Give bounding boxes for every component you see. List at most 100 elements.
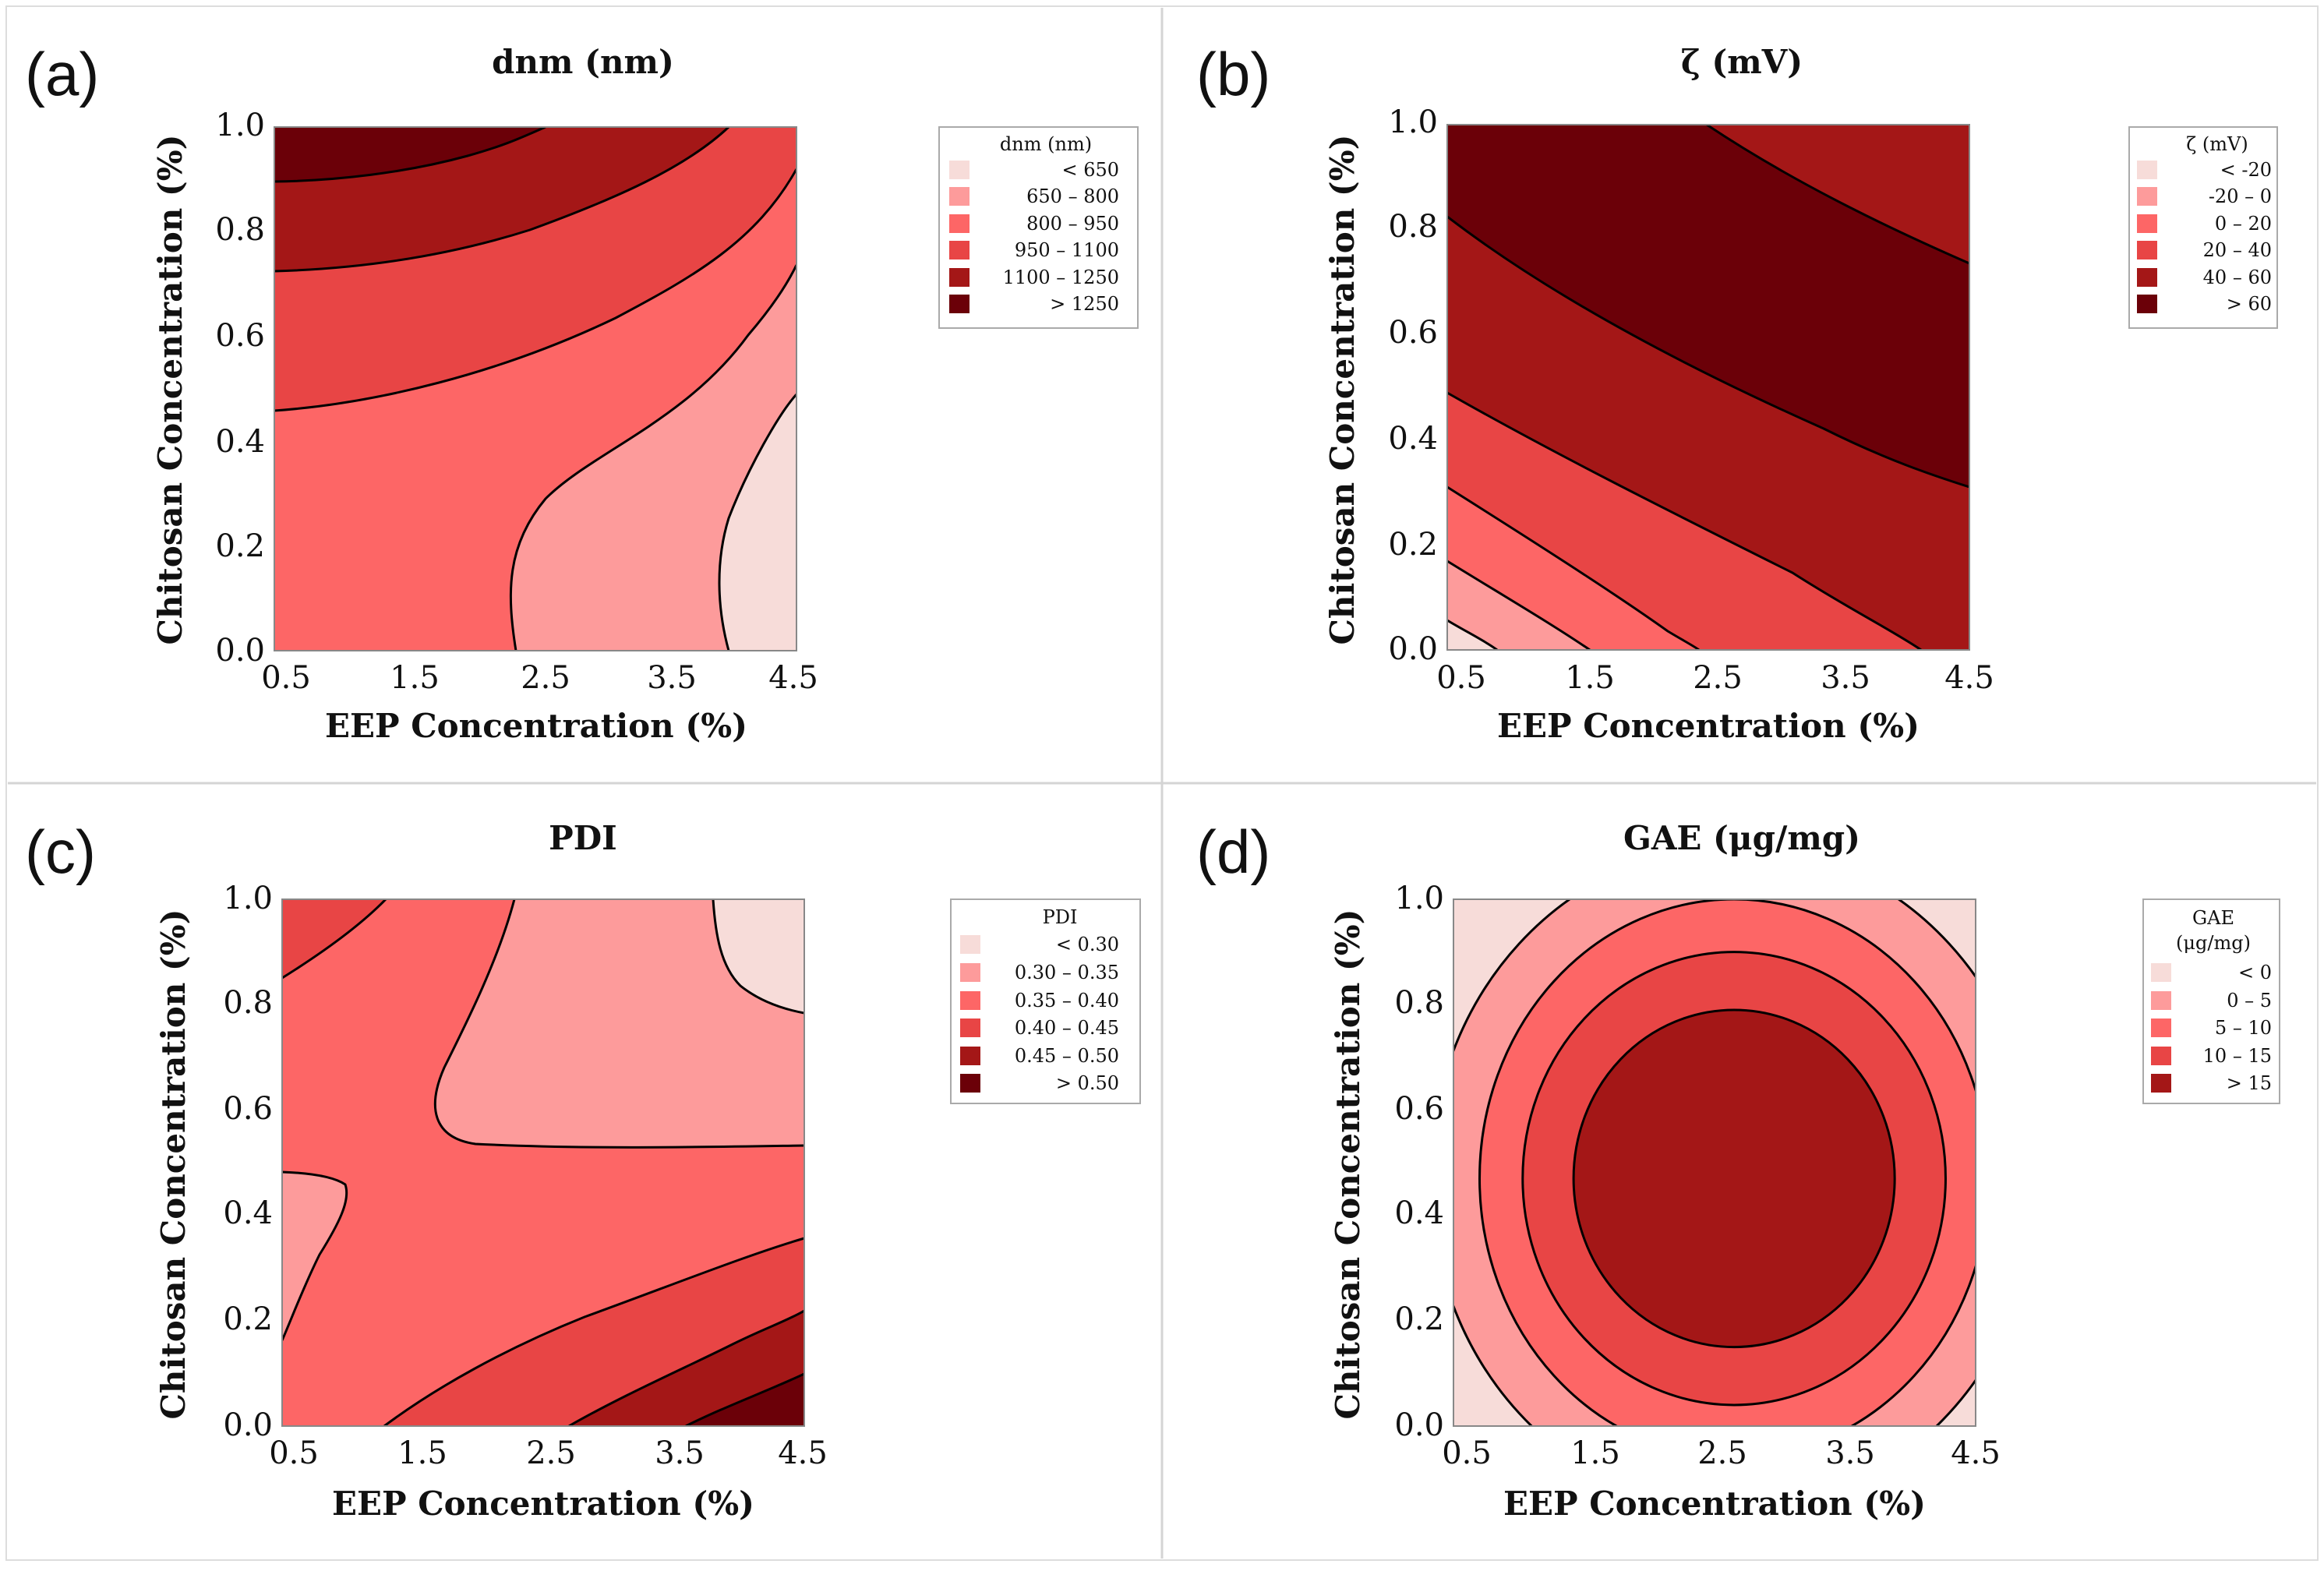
y-tick-label: 1.0 xyxy=(215,108,265,143)
panel-d: (d) GAE (μg/mg) 0.5 1.5 2.5 3.5 4.5 0.0 … xyxy=(1196,817,2280,1523)
plot-title-c: PDI xyxy=(549,819,617,857)
legend-swatch xyxy=(2151,1047,2171,1065)
legend-swatch xyxy=(960,935,980,954)
contour-line-650 xyxy=(718,393,796,651)
legend-a: dnm (nm) < 650 650 – 800 800 – 950 950 –… xyxy=(938,126,1139,329)
contour-area-d xyxy=(1453,899,1976,1426)
x-axis-title-a: EEP Concentration (%) xyxy=(325,707,747,745)
plot-frame-a xyxy=(274,126,797,651)
y-tick-label: 0.0 xyxy=(1388,631,1438,667)
plot-title-b: ζ (mV) xyxy=(1681,43,1803,81)
y-tick-label: 0.6 xyxy=(1394,1091,1444,1127)
contour-line-60 xyxy=(1447,215,1969,489)
y-tick-label: 0.4 xyxy=(1388,421,1438,457)
legend-swatch xyxy=(2137,161,2157,179)
x-tick-label: 3.5 xyxy=(647,660,697,696)
legend-item-label: 20 – 40 xyxy=(2203,239,2272,261)
plot-frame-d xyxy=(1453,898,1976,1427)
x-tick-label: 4.5 xyxy=(1951,1435,2001,1471)
legend-item-label: 0.35 – 0.40 xyxy=(1015,990,1119,1011)
legend-item-label: 0.40 – 0.45 xyxy=(1015,1017,1119,1039)
legend-item-label: > 60 xyxy=(2227,293,2272,315)
legend-item-label: < 0 xyxy=(2238,962,2272,983)
legend-swatch xyxy=(960,991,980,1010)
contour-line-40 xyxy=(1447,391,1922,650)
legend-item-label: 950 – 1100 xyxy=(1015,239,1119,261)
x-ticks-b: 0.5 1.5 2.5 3.5 4.5 xyxy=(1436,660,1994,696)
x-tick-label: 2.5 xyxy=(521,660,570,696)
plot-title-d: GAE (μg/mg) xyxy=(1623,819,1860,857)
contour-area-c xyxy=(282,899,804,1426)
y-axis-title-d: Chitosan Concentration (%) xyxy=(1329,909,1367,1419)
legend-swatch xyxy=(2137,187,2157,206)
y-tick-label: 0.8 xyxy=(1394,985,1444,1021)
y-tick-label: 0.6 xyxy=(223,1091,273,1127)
y-axis-title-a: Chitosan Concentration (%) xyxy=(151,134,189,644)
contour-line-60-upper xyxy=(1706,125,1969,265)
y-tick-label: 1.0 xyxy=(1394,881,1444,916)
legend-title-c: PDI xyxy=(1043,906,1078,928)
contour-ellipse-15 xyxy=(1572,1008,1896,1349)
panel-label-b: (b) xyxy=(1196,40,1270,108)
y-tick-label: 0.2 xyxy=(1388,527,1438,563)
legend-box-c xyxy=(950,898,1141,1104)
y-tick-label: 0.0 xyxy=(215,633,265,669)
legend-swatch xyxy=(960,963,980,982)
y-tick-label: 0.8 xyxy=(223,985,273,1021)
panel-b: (b) ζ (mV) 0.5 1.5 2.5 3.5 4.5 0.0 0.2 xyxy=(1196,40,2278,745)
legend-swatch xyxy=(2151,991,2171,1010)
x-axis-title-b: EEP Concentration (%) xyxy=(1497,707,1920,745)
legend-swatch xyxy=(960,1047,980,1065)
legend-swatch xyxy=(2137,295,2157,313)
legend-title-d-line1: GAE xyxy=(2192,907,2234,929)
legend-swatch xyxy=(2151,1074,2171,1093)
legend-swatch xyxy=(2151,963,2171,982)
fill-band-gt-1250 xyxy=(274,127,546,182)
x-tick-label: 1.5 xyxy=(397,1435,447,1471)
x-ticks-a: 0.5 1.5 2.5 3.5 4.5 xyxy=(261,660,818,696)
y-tick-label: 0.2 xyxy=(215,528,265,564)
plot-frame-c xyxy=(281,898,805,1427)
y-tick-label: 1.0 xyxy=(1388,104,1438,140)
contour-line-040 xyxy=(383,1237,804,1426)
y-ticks-a: 0.0 0.2 0.4 0.6 0.8 1.0 xyxy=(215,108,265,669)
contour-line-20 xyxy=(1447,485,1700,650)
legend-swatch xyxy=(949,268,970,287)
contour-line-1250 xyxy=(274,127,546,183)
contour-area-a xyxy=(274,127,796,651)
legend-d: GAE (μg/mg) < 0 0 – 5 5 – 10 10 – 15 > 1… xyxy=(2142,898,2280,1104)
x-tick-label: 2.5 xyxy=(1697,1435,1747,1471)
legend-title-d-line2: (μg/mg) xyxy=(2176,932,2251,954)
legend-item-label: 0.45 – 0.50 xyxy=(1015,1045,1119,1067)
legend-item-label: 40 – 60 xyxy=(2203,267,2272,288)
plot-frame-b xyxy=(1446,124,1970,651)
legend-item-label: -20 – 0 xyxy=(2209,185,2272,207)
plot-title-a: dnm (nm) xyxy=(492,43,674,81)
y-tick-label: 0.6 xyxy=(215,318,265,354)
legend-item-label: > 15 xyxy=(2227,1072,2272,1094)
legend-swatch xyxy=(949,161,970,179)
fill-band-lt-030 xyxy=(713,899,804,1013)
contour-line-035-left xyxy=(282,1170,348,1341)
contour-line-1100 xyxy=(274,127,730,273)
legend-item-label: 800 – 950 xyxy=(1026,213,1119,235)
contour-line-035-top xyxy=(433,899,804,1149)
legend-title-a: dnm (nm) xyxy=(1000,133,1092,155)
fill-band-040-045-topleft xyxy=(282,899,386,978)
y-axis-title-b: Chitosan Concentration (%) xyxy=(1323,134,1362,644)
x-tick-label: 0.5 xyxy=(269,1435,319,1471)
y-ticks-d: 0.0 0.2 0.4 0.6 0.8 1.0 xyxy=(1394,881,1444,1443)
y-tick-label: 0.4 xyxy=(215,424,265,460)
contour-line-950 xyxy=(274,168,796,412)
x-tick-label: 4.5 xyxy=(778,1435,828,1471)
y-tick-label: 0.2 xyxy=(223,1301,273,1337)
figure-border xyxy=(5,5,2319,1561)
legend-item-label: > 0.50 xyxy=(1056,1072,1119,1094)
y-tick-label: 0.2 xyxy=(1394,1301,1444,1337)
legend-swatch xyxy=(2137,241,2157,259)
legend-swatch xyxy=(960,1019,980,1037)
x-tick-label: 3.5 xyxy=(655,1435,705,1471)
legend-swatch xyxy=(960,1074,980,1093)
y-ticks-c: 0.0 0.2 0.4 0.6 0.8 1.0 xyxy=(223,881,273,1443)
